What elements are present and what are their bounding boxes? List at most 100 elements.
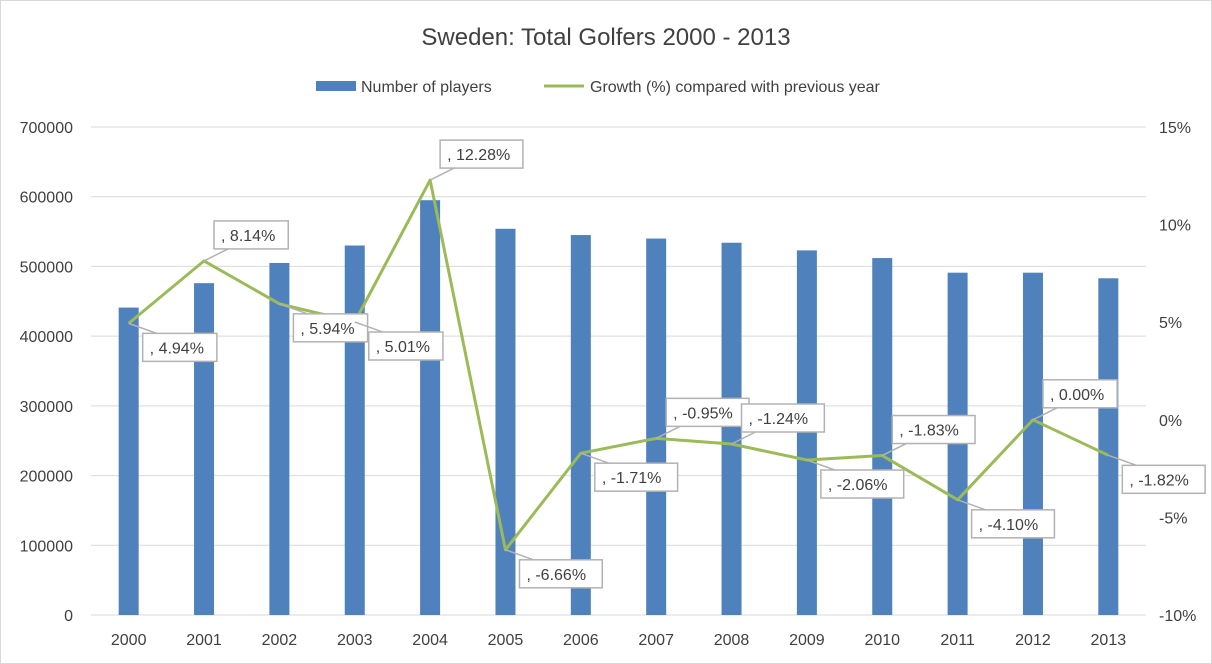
x-tick-label: 2011: [940, 632, 975, 649]
callout-leader: [279, 303, 308, 315]
callout-box: [1042, 379, 1118, 409]
x-axis: 2000 2001 2002 2003 2004 2005 2006 2007 2008 2009…: [111, 632, 1126, 649]
callout-2006: , -1.71%: [580, 452, 679, 492]
data-label: , 0.00%: [1050, 387, 1104, 404]
callout-leader: [580, 452, 610, 464]
legend: Number of players Growth (%) compared wi…: [316, 79, 881, 96]
callout-box: [740, 403, 826, 433]
bar-2001: [194, 283, 215, 615]
bar-2010: [872, 258, 893, 615]
data-label: , -1.83%: [899, 423, 959, 440]
data-label: , 12.28%: [447, 147, 510, 164]
y-left-tick-label: 400000: [20, 329, 73, 346]
data-label: , -1.24%: [749, 411, 809, 428]
callout-2007: , -0.95%: [655, 397, 750, 440]
callout-leader: [128, 322, 157, 335]
callout-box: [891, 414, 976, 445]
x-tick-label: 2012: [1015, 632, 1051, 649]
y-left-tick-label: 200000: [20, 469, 73, 486]
callout-2011: , -4.10%: [957, 499, 1056, 539]
callout-2003: , 5.01%: [354, 321, 444, 361]
x-tick-label: 2001: [186, 632, 222, 649]
data-label: , 8.14%: [221, 228, 275, 245]
callout-leader: [806, 459, 836, 471]
callout-box: [820, 469, 905, 499]
y-axis-left: 0 100000 200000 300000 400000 500000 600000 700…: [20, 120, 73, 625]
y-axis-right: -10% -5% 0% 5% 10% 15%: [1159, 120, 1196, 625]
growth-series: [127, 178, 1109, 552]
y-left-tick-label: 500000: [20, 259, 73, 276]
y-right-tick-label: 0%: [1159, 413, 1182, 430]
callout-leader: [731, 431, 756, 445]
bar-2002: [269, 262, 290, 615]
callout-box: [594, 462, 679, 492]
callout-box: [213, 220, 289, 250]
bar-2012: [1022, 272, 1043, 615]
x-tick-label: 2000: [111, 632, 147, 649]
x-tick-label: 2003: [337, 632, 373, 649]
callout-box: [368, 331, 444, 361]
callout-2012: , 0.00%: [1032, 379, 1118, 421]
x-tick-label: 2002: [262, 632, 298, 649]
data-label: , 5.01%: [376, 339, 430, 356]
bar-2013: [1098, 278, 1119, 615]
legend-swatch-bars: [316, 81, 356, 91]
data-label-callouts: , 4.94% , 8.14% , 5.94% , 5.01% , 12.28% , -6…: [128, 139, 1206, 589]
callout-box: [439, 139, 524, 169]
callout-leader: [203, 248, 229, 262]
callout-box: [292, 313, 369, 343]
data-label: , -2.06%: [828, 477, 888, 494]
bar-2008: [721, 242, 742, 615]
chart-title: Sweden: Total Golfers 2000 - 2013: [421, 24, 790, 51]
bar-2003: [344, 245, 365, 615]
data-label: , 5.94%: [300, 321, 354, 338]
y-right-tick-label: 15%: [1159, 120, 1191, 137]
y-left-tick-label: 700000: [20, 120, 73, 137]
data-label: , 4.94%: [150, 340, 204, 357]
callout-2008: , -1.24%: [731, 403, 826, 445]
callout-2005: , -6.66%: [505, 549, 604, 589]
callout-2000: , 4.94%: [128, 322, 218, 363]
bar-2000: [118, 307, 139, 615]
callout-2004: , 12.28%: [429, 139, 524, 181]
callout-leader: [505, 549, 534, 561]
x-tick-label: 2004: [412, 632, 448, 649]
x-tick-label: 2010: [864, 632, 900, 649]
callout-leader: [655, 425, 681, 440]
x-tick-label: 2013: [1091, 632, 1127, 649]
callout-leader: [429, 167, 455, 181]
bar-2006: [570, 235, 591, 616]
callout-box: [970, 509, 1056, 539]
data-label: , -6.66%: [526, 567, 586, 584]
bar-series: [118, 200, 1119, 616]
data-label: , -0.95%: [673, 405, 733, 422]
y-left-tick-label: 100000: [20, 538, 73, 555]
y-right-tick-label: -10%: [1159, 608, 1196, 625]
data-label: , -1.71%: [602, 470, 662, 487]
callout-2009: , -2.06%: [806, 459, 905, 499]
callout-leader: [1108, 454, 1137, 467]
data-label: , -1.82%: [1129, 472, 1189, 489]
x-tick-label: 2008: [714, 632, 750, 649]
bar-2007: [646, 238, 667, 616]
y-right-tick-label: 10%: [1159, 218, 1191, 235]
x-tick-label: 2005: [488, 632, 524, 649]
y-left-tick-label: 600000: [20, 190, 73, 207]
callout-leader: [957, 499, 986, 511]
legend-label-line: Growth (%) compared with previous year: [590, 79, 881, 96]
callout-2002: , 5.94%: [279, 303, 369, 343]
x-tick-label: 2007: [638, 632, 674, 649]
data-label: , -4.10%: [979, 517, 1039, 534]
bar-2005: [495, 228, 516, 616]
y-left-tick-label: 0: [64, 608, 73, 625]
callout-leader: [881, 442, 907, 457]
callout-leader: [354, 321, 384, 333]
gridlines: [91, 126, 1146, 616]
x-tick-label: 2009: [789, 632, 825, 649]
y-left-tick-label: 300000: [20, 399, 73, 416]
callout-box: [518, 559, 604, 589]
growth-line: [127, 178, 1109, 552]
callout-leader: [1032, 407, 1058, 421]
